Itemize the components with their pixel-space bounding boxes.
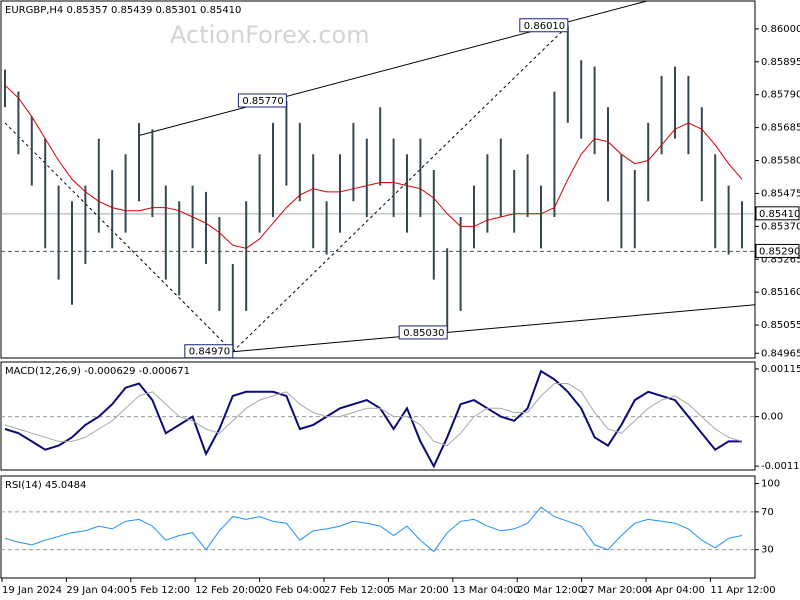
y-tick-label: 30 bbox=[761, 545, 774, 556]
x-tick-label: 4 Apr 04:00 bbox=[646, 585, 705, 596]
panel-frame bbox=[0, 361, 756, 471]
level-price-box bbox=[755, 243, 800, 258]
y-tick-label: 0.85580 bbox=[761, 156, 800, 167]
y-tick-label: 0.00 bbox=[761, 412, 783, 423]
x-tick-label: 19 Jan 2024 bbox=[2, 585, 62, 596]
watermark: ActionForex.com bbox=[170, 21, 370, 49]
moving-average bbox=[4, 84, 743, 249]
y-tick-label: -0.001196 bbox=[761, 461, 800, 472]
y-tick-label: 0.85370 bbox=[761, 221, 800, 232]
indicator-line bbox=[4, 383, 743, 447]
panel-title: EURGBP,H4 0.85357 0.85439 0.85301 0.8541… bbox=[5, 5, 241, 16]
plot-area bbox=[1, 1, 755, 353]
panel-title: MACD(12,26,9) -0.000629 -0.000671 bbox=[5, 366, 190, 377]
y-tick-label: 0.85265 bbox=[761, 254, 800, 265]
y-tick-label: 70 bbox=[761, 507, 774, 518]
y-tick-label: 0.001152 bbox=[761, 364, 800, 375]
panel-frame bbox=[0, 0, 756, 359]
current-price-box bbox=[755, 206, 800, 221]
x-tick-label: 20 Feb 04:00 bbox=[260, 585, 326, 596]
y-tick-label: 0.86000 bbox=[761, 24, 800, 35]
x-tick-label: 20 Mar 12:00 bbox=[517, 585, 584, 596]
level-price-label: 0.85290 bbox=[759, 246, 800, 257]
x-tick-label: 13 Mar 04:00 bbox=[453, 585, 520, 596]
price-annotation: 0.86010 bbox=[524, 21, 565, 32]
y-tick-label: 0.85895 bbox=[761, 57, 800, 68]
x-tick-label: 5 Mar 20:00 bbox=[388, 585, 448, 596]
price-annotation-box bbox=[184, 344, 234, 359]
price-annotation-box bbox=[519, 18, 569, 33]
indicator-line bbox=[4, 369, 742, 469]
x-tick-label: 29 Jan 04:00 bbox=[66, 585, 129, 596]
x-tick-label: 12 Feb 20:00 bbox=[195, 585, 261, 596]
y-tick-label: 0.85475 bbox=[761, 188, 800, 199]
price-annotation: 0.85030 bbox=[403, 328, 444, 339]
y-tick-label: 0.85790 bbox=[761, 90, 800, 101]
plot-area bbox=[1, 369, 755, 469]
price-annotation-box bbox=[237, 93, 287, 108]
x-tick-label: 5 Feb 12:00 bbox=[131, 585, 190, 596]
y-tick-label: 0.85055 bbox=[761, 320, 800, 331]
y-tick-label: 100 bbox=[761, 479, 780, 490]
y-tick-label: 0.85685 bbox=[761, 123, 800, 134]
trendline bbox=[232, 304, 755, 353]
price-annotation-box bbox=[398, 325, 448, 340]
x-tick-label: 11 Apr 12:00 bbox=[710, 585, 775, 596]
panel-frame bbox=[0, 475, 756, 579]
x-tick-label: 27 Mar 20:00 bbox=[582, 585, 649, 596]
y-tick-label: 0.84965 bbox=[761, 348, 800, 359]
plot-area bbox=[1, 506, 755, 553]
price-annotation: 0.85770 bbox=[242, 96, 283, 107]
y-tick-label: 0.85160 bbox=[761, 287, 800, 298]
x-tick-label: 27 Feb 12:00 bbox=[324, 585, 390, 596]
panel-title: RSI(14) 45.0484 bbox=[5, 480, 86, 491]
price-annotation: 0.84970 bbox=[189, 347, 230, 358]
indicator-line bbox=[4, 506, 743, 553]
current-price-label: 0.85410 bbox=[759, 209, 800, 220]
